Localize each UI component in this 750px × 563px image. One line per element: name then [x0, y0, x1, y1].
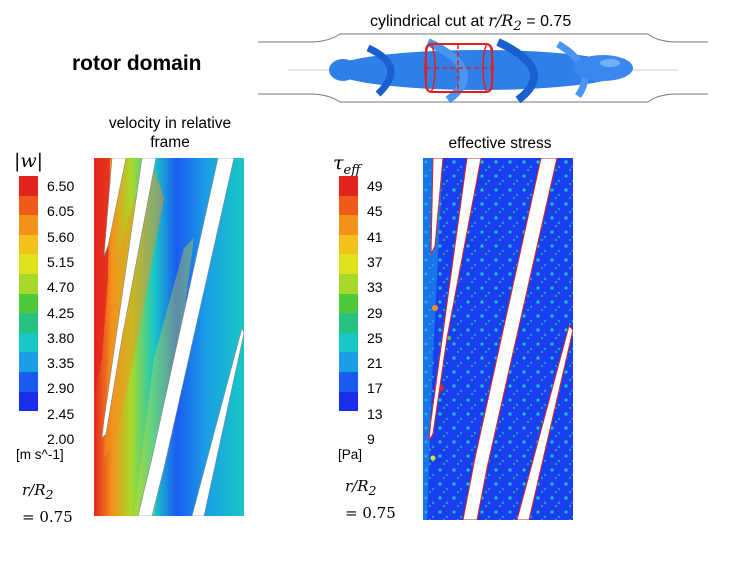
page-title: rotor domain — [72, 52, 202, 75]
colorbar-tick: 37 — [367, 254, 383, 270]
velocity-symbol: |w| — [14, 150, 44, 172]
colorbar-tick: 29 — [367, 305, 383, 321]
colorbar-band — [339, 371, 358, 392]
colorbar-tick: 33 — [367, 279, 383, 295]
colorbar-band — [19, 195, 38, 216]
stress-symbol: τeff — [333, 152, 361, 178]
colorbar-tick: 4.70 — [47, 279, 75, 295]
stress-colorbar — [339, 176, 358, 412]
velocity-contour-plot — [94, 158, 244, 516]
colorbar-band — [339, 176, 358, 196]
colorbar-tick: 17 — [367, 380, 383, 396]
colorbar-tick: 49 — [367, 178, 383, 194]
colorbar-band — [19, 352, 38, 372]
colorbar-tick: 6.05 — [47, 203, 75, 219]
colorbar-tick: 5.60 — [47, 229, 75, 245]
colorbar-band — [19, 371, 38, 392]
colorbar-tick: 4.25 — [47, 305, 75, 321]
colorbar-band — [19, 176, 38, 196]
colorbar-band — [339, 391, 358, 412]
colorbar-band — [339, 313, 358, 333]
stress-radius-ratio: r/R2 = 0.75 — [345, 477, 396, 522]
colorbar-band — [19, 215, 38, 235]
stress-panel-title: effective stress — [448, 135, 552, 152]
stress-contour-plot — [423, 158, 573, 520]
colorbar-band — [19, 313, 38, 333]
colorbar-band — [339, 234, 358, 255]
colorbar-band — [339, 195, 358, 216]
cut-label: cylindrical cut at r/R2 = 0.75 — [370, 11, 572, 35]
colorbar-band — [339, 332, 358, 353]
velocity-unit: [m s^-1] — [16, 447, 64, 462]
colorbar-band — [19, 273, 38, 294]
colorbar-tick: 2.00 — [47, 431, 75, 447]
colorbar-band — [339, 215, 358, 235]
colorbar-band — [19, 254, 38, 274]
colorbar-tick: 9 — [367, 431, 375, 447]
velocity-radius-ratio: r/R2 = 0.75 — [22, 481, 73, 526]
colorbar-band — [19, 234, 38, 255]
colorbar-band — [339, 293, 358, 314]
colorbar-tick: 25 — [367, 330, 383, 346]
colorbar-tick: 5.15 — [47, 254, 75, 270]
colorbar-band — [339, 352, 358, 372]
colorbar-tick: 45 — [367, 203, 383, 219]
colorbar-tick: 13 — [367, 406, 383, 422]
stress-unit: [Pa] — [338, 447, 363, 462]
colorbar-band — [19, 332, 38, 353]
velocity-panel-title: velocity in relative frame — [108, 115, 232, 151]
rotor-illustration — [258, 33, 708, 104]
colorbar-band — [339, 273, 358, 294]
colorbar-band — [19, 391, 38, 412]
colorbar-tick: 6.50 — [47, 178, 75, 194]
colorbar-tick: 2.90 — [47, 380, 75, 396]
velocity-colorbar — [19, 176, 38, 412]
colorbar-band — [339, 254, 358, 274]
colorbar-tick: 2.45 — [47, 406, 75, 422]
colorbar-band — [19, 293, 38, 314]
colorbar-tick: 3.35 — [47, 355, 75, 371]
colorbar-tick: 21 — [367, 355, 383, 371]
colorbar-tick: 41 — [367, 229, 383, 245]
colorbar-tick: 3.80 — [47, 330, 75, 346]
